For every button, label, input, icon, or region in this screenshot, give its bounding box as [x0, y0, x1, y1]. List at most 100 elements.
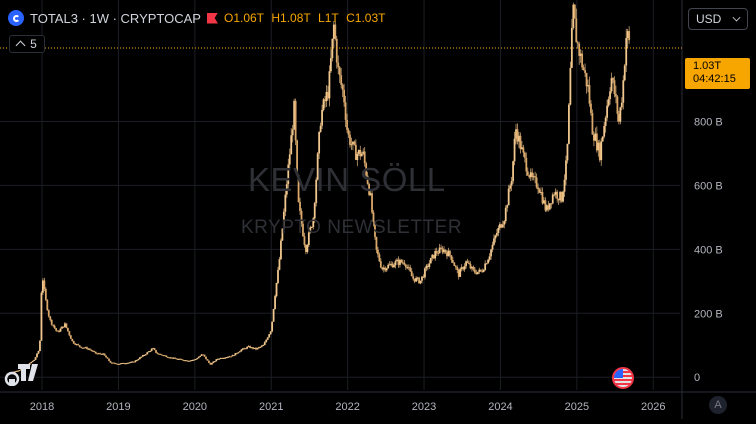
- candle-body: [309, 227, 312, 233]
- candle-body: [531, 172, 534, 178]
- ohlc-close-value: 1.03T: [354, 11, 386, 25]
- candle-body: [615, 94, 617, 97]
- candle-body: [162, 355, 165, 357]
- candle-body: [500, 224, 503, 228]
- candle-body: [202, 354, 204, 356]
- candle-body: [459, 268, 462, 277]
- candle-body: [623, 65, 626, 81]
- candle-body: [36, 353, 38, 358]
- candle-body: [69, 335, 72, 339]
- tradingview-logo-icon[interactable]: [4, 360, 46, 386]
- candle-body: [187, 360, 190, 362]
- candle-body: [61, 326, 63, 329]
- candle-body: [297, 175, 300, 202]
- candle-body: [191, 359, 194, 361]
- candle-body: [165, 355, 168, 357]
- candle-body: [213, 361, 216, 363]
- candle-body: [506, 205, 509, 208]
- candle-body: [404, 264, 407, 268]
- candle-body: [196, 358, 199, 360]
- candle-body: [354, 144, 357, 160]
- candle-body: [119, 363, 122, 365]
- candle-body: [425, 265, 428, 269]
- candle-body: [372, 212, 375, 222]
- candle-body: [156, 352, 159, 354]
- candle-body: [190, 360, 193, 362]
- candle-body: [271, 321, 274, 332]
- candle-body: [34, 357, 37, 360]
- candle-body: [260, 345, 263, 347]
- candle-body: [341, 84, 344, 90]
- candle-body: [237, 352, 240, 354]
- y-axis[interactable]: 0 200 B 400 B 600 B 800 B: [694, 116, 723, 384]
- symbol-title[interactable]: TOTAL3 · 1W · CRYPTOCAP: [30, 10, 201, 26]
- ohlc-high-value: 1.08T: [280, 11, 311, 25]
- candle-body: [625, 38, 628, 66]
- candle-body: [377, 249, 379, 255]
- candle-body: [291, 129, 294, 136]
- candle-body: [591, 112, 594, 135]
- candle-body: [228, 356, 231, 358]
- candle-body: [350, 144, 353, 146]
- candle-body: [553, 194, 556, 196]
- candle-body: [491, 244, 494, 250]
- candle-body: [360, 153, 363, 157]
- candle-body: [265, 339, 268, 343]
- candle-body: [268, 334, 271, 338]
- candle-body: [619, 107, 622, 122]
- candle-body: [96, 353, 99, 355]
- candle-body: [543, 200, 545, 204]
- candle-body: [416, 277, 419, 279]
- candle-body: [456, 267, 459, 271]
- candle-body: [569, 67, 572, 105]
- candle-body: [481, 271, 484, 273]
- candle-body: [208, 360, 210, 363]
- candle-body: [391, 263, 394, 268]
- candle-body: [418, 277, 420, 284]
- candle-body: [312, 218, 315, 227]
- candle-body: [548, 203, 551, 210]
- currency-select[interactable]: USD: [688, 8, 748, 30]
- indicators-toggle-button[interactable]: 5: [9, 35, 45, 53]
- auto-scale-button[interactable]: A: [709, 396, 727, 414]
- x-tick-label: 2026: [641, 401, 665, 413]
- candle-body: [169, 357, 172, 359]
- candle-body: [277, 269, 279, 283]
- candle-body: [565, 160, 567, 180]
- candle-body: [332, 24, 335, 39]
- candle-body: [19, 369, 22, 371]
- candle-body: [161, 354, 163, 356]
- candle-body: [180, 358, 182, 360]
- candle-body: [91, 350, 94, 352]
- candle-body: [368, 183, 370, 195]
- candle-body: [581, 53, 584, 68]
- candle-body: [362, 151, 365, 154]
- candle-body: [490, 249, 492, 257]
- red-flag-icon[interactable]: [206, 12, 218, 24]
- candle-body: [257, 347, 260, 349]
- candle-body: [357, 150, 360, 154]
- candle-body: [349, 134, 351, 145]
- candle-body: [528, 175, 531, 178]
- candle-body: [547, 205, 550, 210]
- candle-body: [325, 91, 328, 102]
- candle-body: [378, 254, 381, 262]
- candle-body: [212, 361, 215, 363]
- candle-body: [55, 328, 58, 331]
- candle-body: [89, 348, 91, 350]
- candle-body: [450, 255, 453, 261]
- candle-body: [175, 358, 178, 360]
- candle-body: [115, 363, 118, 365]
- candle-body: [541, 192, 544, 204]
- candle-body: [353, 141, 356, 145]
- candle-body: [403, 262, 406, 265]
- candle-body: [573, 4, 576, 19]
- chevron-down-icon: [732, 13, 741, 21]
- candle-body: [144, 354, 147, 356]
- candle-body: [153, 348, 156, 351]
- candle-body: [256, 347, 259, 350]
- us-flag-icon[interactable]: [612, 367, 634, 389]
- candle-body: [472, 266, 475, 270]
